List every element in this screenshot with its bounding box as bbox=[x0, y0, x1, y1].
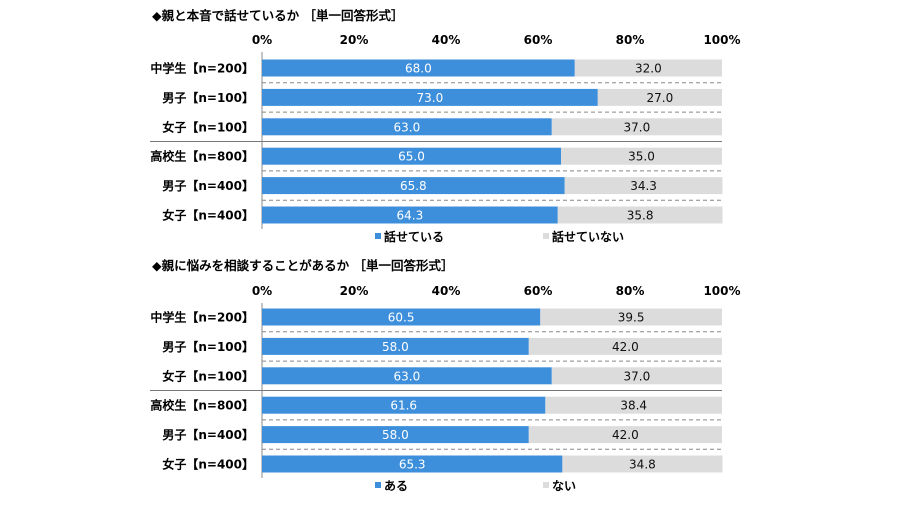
legend-label: ある bbox=[384, 479, 408, 493]
data-label: 64.3 bbox=[397, 209, 424, 223]
data-label: 65.3 bbox=[399, 458, 426, 472]
bar-primary bbox=[262, 396, 546, 414]
bar-primary bbox=[262, 177, 565, 195]
legend-swatch bbox=[375, 482, 381, 488]
x-tick-label: 0% bbox=[252, 284, 272, 298]
data-label: 68.0 bbox=[405, 62, 432, 76]
bar-primary bbox=[262, 367, 552, 385]
chart-title: ◆親に悩みを相談することがあるか ［単一回答形式］ bbox=[152, 258, 453, 273]
legend-label: 話せていない bbox=[552, 229, 624, 244]
bar-primary bbox=[262, 426, 529, 444]
bar-primary bbox=[262, 59, 575, 77]
bar-primary bbox=[262, 118, 552, 136]
category-label: 男子【n=100】 bbox=[162, 90, 254, 105]
legend-swatch bbox=[375, 233, 381, 239]
legend-label: ない bbox=[552, 479, 576, 493]
data-label: 35.0 bbox=[628, 150, 655, 164]
chart-title: ◆親と本音で話せているか ［単一回答形式］ bbox=[152, 8, 403, 23]
bar-secondary bbox=[561, 147, 722, 165]
bar-primary bbox=[262, 308, 541, 326]
category-label: 中学生【n=200】 bbox=[150, 61, 254, 76]
x-tick-label: 100% bbox=[703, 284, 740, 298]
bar-primary bbox=[262, 88, 598, 106]
bar-primary bbox=[262, 206, 558, 224]
category-label: 高校生【n=800】 bbox=[150, 398, 254, 413]
x-tick-label: 60% bbox=[524, 33, 553, 47]
bar-secondary bbox=[528, 426, 722, 444]
bar-secondary bbox=[564, 177, 723, 195]
bar-secondary bbox=[528, 337, 722, 355]
category-label: 高校生【n=800】 bbox=[150, 149, 254, 164]
x-tick-label: 80% bbox=[616, 33, 645, 47]
bar-primary bbox=[262, 337, 529, 355]
data-label: 35.8 bbox=[627, 209, 654, 223]
bar-secondary bbox=[540, 308, 722, 326]
legend-swatch bbox=[543, 482, 549, 488]
category-label: 男子【n=400】 bbox=[162, 427, 254, 442]
data-label: 60.5 bbox=[388, 311, 415, 325]
legend-label: 話せている bbox=[384, 229, 444, 244]
bar-secondary bbox=[597, 88, 722, 106]
bar-secondary bbox=[562, 455, 723, 473]
data-label: 42.0 bbox=[612, 428, 639, 442]
bar-secondary bbox=[557, 206, 723, 224]
category-label: 男子【n=100】 bbox=[162, 339, 254, 354]
category-label: 男子【n=400】 bbox=[162, 178, 254, 193]
category-label: 中学生【n=200】 bbox=[150, 310, 254, 325]
data-label: 34.8 bbox=[629, 458, 656, 472]
x-tick-label: 40% bbox=[432, 284, 461, 298]
x-tick-label: 0% bbox=[252, 33, 272, 47]
data-label: 37.0 bbox=[624, 369, 651, 383]
data-label: 73.0 bbox=[417, 91, 444, 105]
data-label: 27.0 bbox=[647, 91, 674, 105]
bar-primary bbox=[262, 455, 563, 473]
category-label: 女子【n=400】 bbox=[162, 208, 254, 223]
bar-secondary bbox=[551, 118, 722, 136]
x-tick-label: 20% bbox=[340, 33, 369, 47]
x-tick-label: 40% bbox=[432, 33, 461, 47]
legend-swatch bbox=[543, 233, 549, 239]
x-tick-label: 20% bbox=[340, 284, 369, 298]
data-label: 38.4 bbox=[620, 399, 647, 413]
data-label: 42.0 bbox=[612, 340, 639, 354]
category-label: 女子【n=100】 bbox=[162, 368, 254, 383]
x-tick-label: 100% bbox=[703, 33, 740, 47]
bar-secondary bbox=[545, 396, 722, 414]
data-label: 61.6 bbox=[390, 399, 417, 413]
x-tick-label: 60% bbox=[524, 284, 553, 298]
data-label: 63.0 bbox=[394, 120, 421, 134]
data-label: 63.0 bbox=[394, 369, 421, 383]
data-label: 39.5 bbox=[618, 311, 645, 325]
bar-secondary bbox=[551, 367, 722, 385]
data-label: 34.3 bbox=[630, 179, 657, 193]
bar-primary bbox=[262, 147, 561, 165]
data-label: 58.0 bbox=[382, 340, 409, 354]
data-label: 65.0 bbox=[398, 150, 425, 164]
data-label: 32.0 bbox=[635, 62, 662, 76]
data-label: 37.0 bbox=[624, 120, 651, 134]
data-label: 58.0 bbox=[382, 428, 409, 442]
bar-secondary bbox=[574, 59, 722, 77]
category-label: 女子【n=100】 bbox=[162, 119, 254, 134]
data-label: 65.8 bbox=[400, 179, 427, 193]
x-tick-label: 80% bbox=[616, 284, 645, 298]
category-label: 女子【n=400】 bbox=[162, 457, 254, 472]
